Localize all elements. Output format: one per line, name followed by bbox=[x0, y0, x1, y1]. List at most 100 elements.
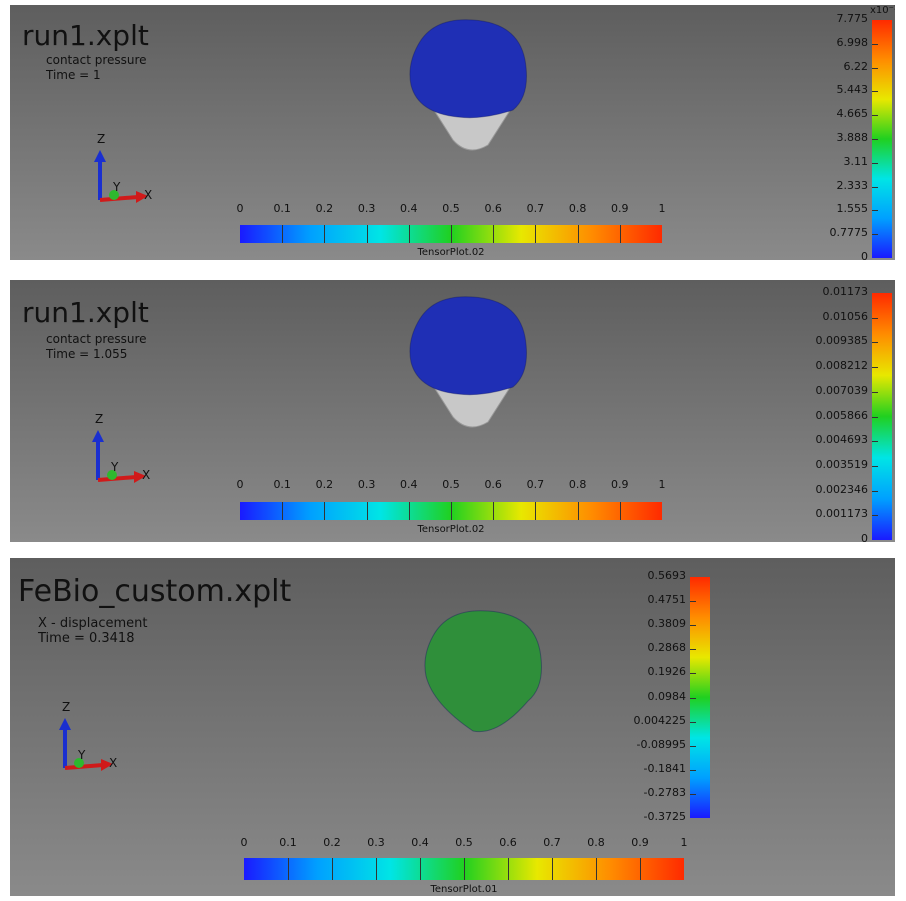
tensor-divider bbox=[552, 858, 553, 880]
legend-tick bbox=[872, 466, 878, 467]
legend-label: 0.008212 bbox=[816, 359, 869, 372]
legend-label: 3.888 bbox=[837, 131, 869, 144]
tensor-divider bbox=[640, 858, 641, 880]
tensor-divider bbox=[493, 225, 494, 243]
viewport bbox=[10, 5, 895, 260]
legend-tick bbox=[872, 115, 878, 116]
tensor-tick-label: 0.8 bbox=[569, 202, 587, 215]
axis-x bbox=[98, 477, 136, 480]
tensor-tick-label: 0.3 bbox=[358, 202, 376, 215]
tensor-divider bbox=[409, 225, 410, 243]
tensor-divider bbox=[420, 858, 421, 880]
tensor-tick-label: 0 bbox=[241, 836, 248, 849]
tensor-tick-label: 0.7 bbox=[543, 836, 561, 849]
tensor-divider bbox=[282, 502, 283, 520]
axis-label-x: X bbox=[109, 756, 117, 770]
legend-label: 3.11 bbox=[844, 155, 869, 168]
tensor-tick-label: 0.6 bbox=[484, 478, 502, 491]
legend-label: 0.009385 bbox=[816, 334, 869, 347]
tensor-tick-label: 0.2 bbox=[316, 202, 334, 215]
tensor-divider bbox=[578, 502, 579, 520]
legend-label: 0.2868 bbox=[648, 641, 687, 654]
legend-tick bbox=[872, 392, 878, 393]
tensor-divider bbox=[367, 502, 368, 520]
axis-z-head bbox=[94, 150, 106, 162]
mesh-model bbox=[425, 611, 542, 732]
tensor-tick-label: 0.4 bbox=[400, 202, 418, 215]
legend-tick bbox=[872, 210, 878, 211]
legend-tick bbox=[690, 746, 696, 747]
tensor-divider bbox=[535, 225, 536, 243]
axis-label-x: X bbox=[144, 188, 152, 202]
legend-label: 6.22 bbox=[844, 60, 869, 73]
legend-tick bbox=[690, 601, 696, 602]
legend-tick bbox=[690, 673, 696, 674]
legend-tick bbox=[872, 68, 878, 69]
legend-label: 0.004693 bbox=[816, 433, 869, 446]
mesh-model bbox=[410, 20, 527, 118]
legend-tick bbox=[690, 722, 696, 723]
legend-tick bbox=[872, 515, 878, 516]
legend-label: -0.1841 bbox=[644, 762, 686, 775]
legend-tick bbox=[690, 625, 696, 626]
tensor-divider bbox=[324, 225, 325, 243]
axis-z-head bbox=[92, 430, 104, 442]
tensor-tick-label: 0.4 bbox=[400, 478, 418, 491]
tensor-tick-label: 0.3 bbox=[358, 478, 376, 491]
tensor-tick-label: 0.5 bbox=[442, 202, 460, 215]
legend-tick bbox=[690, 794, 696, 795]
tensor-label: TensorPlot.01 bbox=[430, 884, 497, 895]
legend-label: 5.443 bbox=[837, 83, 869, 96]
legend-label: -0.08995 bbox=[637, 738, 686, 751]
color-legend bbox=[872, 293, 892, 540]
axis-z-head bbox=[59, 718, 71, 730]
legend-label: 0.002346 bbox=[816, 483, 869, 496]
viewport bbox=[10, 558, 895, 896]
legend-label: -0.2783 bbox=[644, 786, 686, 799]
viewer-panel: run1.xpltcontact pressureTime = 1.055ZYX… bbox=[10, 280, 895, 542]
legend-tick bbox=[872, 318, 878, 319]
legend-tick bbox=[872, 187, 878, 188]
tensor-tick-label: 0.5 bbox=[442, 478, 460, 491]
tensor-tick-label: 0.3 bbox=[367, 836, 385, 849]
tensor-tick-label: 0.7 bbox=[527, 478, 545, 491]
tensor-bar bbox=[244, 858, 684, 880]
tensor-tick-label: 0.8 bbox=[569, 478, 587, 491]
legend-label: 4.665 bbox=[837, 107, 869, 120]
tensor-tick-label: 0.6 bbox=[484, 202, 502, 215]
tensor-bar bbox=[240, 225, 662, 243]
tensor-label: TensorPlot.02 bbox=[417, 247, 484, 258]
tensor-tick-label: 1 bbox=[681, 836, 688, 849]
tensor-tick-label: 0.8 bbox=[587, 836, 605, 849]
legend-label: 0.003519 bbox=[816, 458, 869, 471]
tensor-tick-label: 0.9 bbox=[611, 202, 629, 215]
legend-tick bbox=[872, 342, 878, 343]
tensor-tick-label: 0.5 bbox=[455, 836, 473, 849]
tensor-tick-label: 0 bbox=[237, 478, 244, 491]
tensor-tick-label: 0.6 bbox=[499, 836, 517, 849]
color-legend bbox=[690, 577, 710, 818]
tensor-divider bbox=[535, 502, 536, 520]
axis-label-x: X bbox=[142, 468, 150, 482]
tensor-tick-label: 1 bbox=[659, 202, 666, 215]
tensor-divider bbox=[620, 225, 621, 243]
tensor-divider bbox=[451, 225, 452, 243]
tensor-divider bbox=[464, 858, 465, 880]
tensor-divider bbox=[367, 225, 368, 243]
tensor-bar bbox=[240, 502, 662, 520]
legend-label: 2.333 bbox=[837, 179, 869, 192]
tensor-divider bbox=[288, 858, 289, 880]
tensor-tick-label: 0.1 bbox=[273, 478, 291, 491]
axis-label-y: Y bbox=[78, 748, 85, 762]
legend-label: 0.0984 bbox=[648, 690, 687, 703]
tensor-divider bbox=[324, 502, 325, 520]
legend-tick bbox=[872, 234, 878, 235]
legend-tick bbox=[690, 649, 696, 650]
screenshot: run1.xpltcontact pressureTime = 1ZYX7.77… bbox=[0, 0, 906, 901]
tensor-tick-label: 0.7 bbox=[527, 202, 545, 215]
tensor-tick-label: 0.9 bbox=[631, 836, 649, 849]
tensor-divider bbox=[596, 858, 597, 880]
tensor-divider bbox=[508, 858, 509, 880]
legend-tick bbox=[872, 44, 878, 45]
legend-label: -0.3725 bbox=[644, 810, 686, 823]
